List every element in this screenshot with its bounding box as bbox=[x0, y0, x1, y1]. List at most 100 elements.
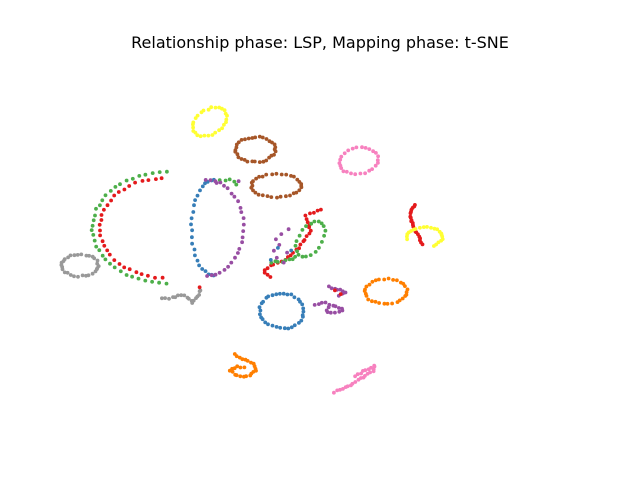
scatter-point bbox=[195, 193, 200, 198]
scatter-point bbox=[285, 292, 290, 297]
scatter-point bbox=[242, 374, 246, 379]
scatter-point bbox=[72, 253, 77, 258]
scatter-point bbox=[250, 136, 255, 140]
scatter-point bbox=[206, 133, 211, 138]
scatter-point bbox=[349, 171, 353, 176]
scatter-point bbox=[94, 244, 99, 249]
scatter-point bbox=[266, 322, 270, 327]
scatter-point bbox=[436, 240, 441, 245]
scatter-point bbox=[239, 210, 244, 215]
scatter-point bbox=[195, 258, 200, 263]
scatter-point bbox=[102, 243, 107, 248]
scatter-point bbox=[265, 272, 270, 277]
scatter-point bbox=[312, 219, 317, 224]
scatter-point bbox=[364, 294, 369, 298]
scatter-point bbox=[233, 372, 238, 377]
scatter-point bbox=[342, 151, 347, 156]
scatter-point bbox=[300, 302, 305, 307]
scatter-point bbox=[390, 301, 394, 306]
scatter-point bbox=[290, 257, 295, 262]
scatter-point bbox=[213, 272, 218, 277]
scatter-point bbox=[286, 326, 291, 331]
scatter-point bbox=[209, 273, 214, 278]
scatter-point bbox=[139, 272, 144, 276]
scatter-point bbox=[317, 302, 321, 306]
scatter-point bbox=[157, 170, 162, 175]
scatter-point bbox=[267, 139, 272, 144]
scatter-point bbox=[60, 267, 65, 272]
scatter-point bbox=[300, 228, 305, 232]
scatter-point bbox=[299, 318, 304, 323]
scatter-point bbox=[274, 292, 279, 297]
scatter-point bbox=[429, 225, 433, 230]
scatter-point bbox=[338, 292, 343, 296]
scatter-point bbox=[190, 235, 194, 240]
scatter-point bbox=[241, 222, 246, 227]
scatter-point bbox=[213, 179, 218, 184]
scatter-point bbox=[363, 374, 367, 378]
scatter-point bbox=[275, 195, 279, 200]
scatter-point bbox=[397, 298, 402, 303]
scatter-point bbox=[274, 255, 279, 260]
scatter-point bbox=[191, 122, 195, 127]
scatter-point bbox=[197, 285, 202, 290]
scatter-point bbox=[108, 189, 113, 193]
scatter-point bbox=[227, 177, 232, 182]
scatter-point bbox=[360, 145, 364, 150]
scatter-point bbox=[193, 130, 198, 135]
scatter-point bbox=[146, 273, 150, 278]
scatter-point bbox=[400, 296, 405, 301]
scatter-point bbox=[264, 158, 269, 163]
scatter-point bbox=[341, 169, 346, 174]
scatter-point bbox=[272, 248, 276, 253]
scatter-point bbox=[150, 171, 155, 176]
scatter-point bbox=[333, 288, 337, 293]
scatter-point bbox=[320, 240, 324, 244]
scatter-point bbox=[189, 216, 194, 221]
scatter-point bbox=[312, 210, 316, 215]
scatter-point bbox=[301, 309, 306, 314]
scatter-point bbox=[153, 275, 157, 280]
scatter-point bbox=[159, 176, 164, 181]
scatter-point bbox=[391, 278, 395, 282]
scatter-point bbox=[295, 177, 300, 182]
scatter-point bbox=[307, 231, 312, 236]
scatter-point bbox=[382, 277, 387, 282]
scatter-point bbox=[337, 309, 342, 314]
scatter-point bbox=[130, 274, 135, 279]
scatter-point bbox=[217, 270, 222, 275]
scatter-point bbox=[268, 275, 273, 279]
scatter-point bbox=[179, 293, 184, 298]
scatter-point bbox=[281, 260, 286, 265]
scatter-point bbox=[294, 239, 299, 244]
scatter-point bbox=[234, 354, 239, 359]
scatter-point bbox=[91, 233, 96, 237]
scatter-point bbox=[146, 178, 151, 183]
scatter-point bbox=[191, 298, 196, 303]
scatter-point bbox=[198, 134, 203, 139]
scatter-point bbox=[134, 270, 139, 275]
scatter-point bbox=[421, 225, 426, 230]
scatter-point bbox=[198, 188, 202, 193]
scatter-point bbox=[281, 291, 286, 296]
scatter-point bbox=[127, 267, 132, 272]
scatter-point bbox=[268, 258, 273, 262]
scatter-point bbox=[157, 280, 162, 285]
scatter-point bbox=[371, 149, 375, 154]
scatter-point bbox=[93, 213, 97, 218]
scatter-point bbox=[273, 145, 278, 150]
scatter-point bbox=[308, 211, 312, 216]
scatter-point bbox=[173, 295, 178, 300]
scatter-point bbox=[323, 300, 328, 305]
scatter-point bbox=[364, 284, 369, 289]
scatter-point bbox=[264, 172, 269, 177]
scatter-point bbox=[66, 255, 70, 260]
scatter-point bbox=[257, 134, 262, 139]
scatter-point bbox=[68, 273, 73, 277]
scatter-point bbox=[374, 151, 378, 155]
scatter-point bbox=[260, 174, 265, 179]
scatter-point bbox=[272, 142, 277, 147]
scatter-point bbox=[220, 126, 225, 131]
scatter-point bbox=[272, 152, 276, 157]
scatter-point bbox=[98, 203, 102, 208]
